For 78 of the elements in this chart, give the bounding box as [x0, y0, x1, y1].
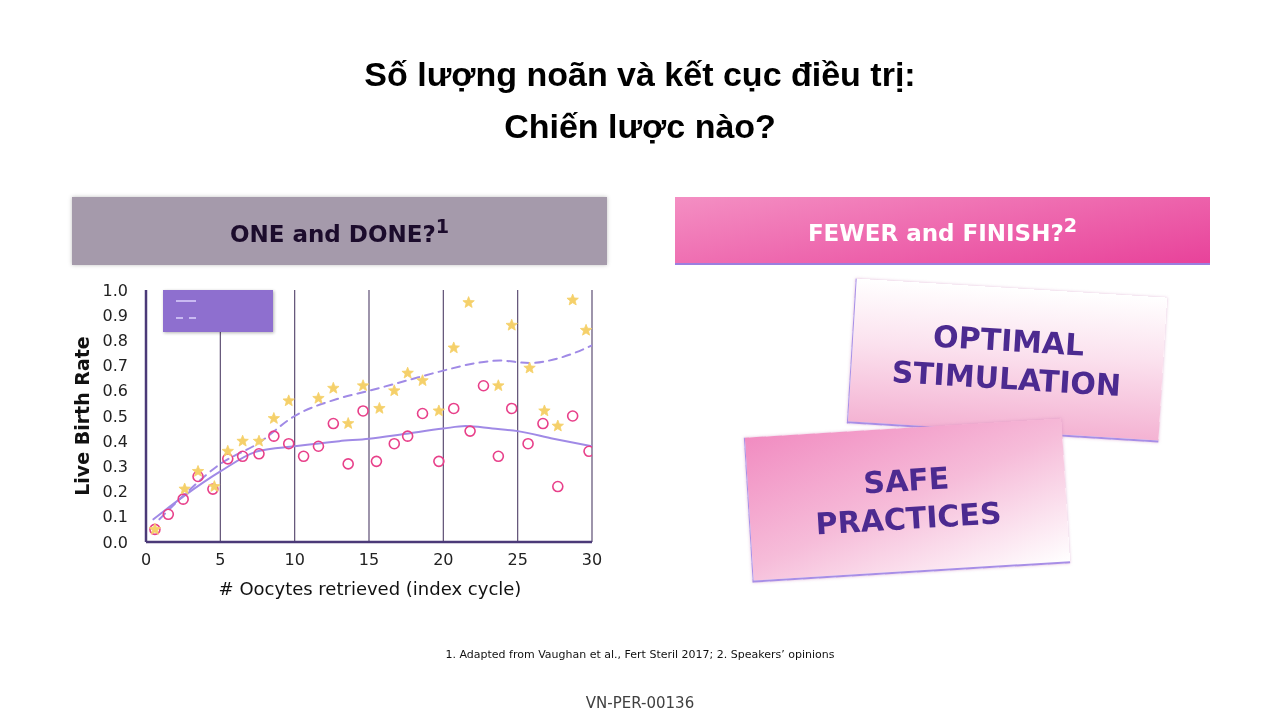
point — [268, 430, 280, 442]
point — [492, 379, 505, 392]
point — [221, 444, 234, 457]
y-tick-label: 0.8 — [102, 331, 128, 351]
text: 1. Adapted from Vaughan et al., Fert Steril 2017; 2. Speakers’ opinions — [444, 648, 836, 661]
y-tick-label: 1.0 — [102, 280, 128, 300]
point — [477, 379, 490, 392]
y-tick-label: 0.5 — [102, 406, 128, 426]
point — [416, 374, 429, 386]
point — [312, 391, 325, 404]
y-axis-title: Live Birth Rate — [70, 335, 94, 498]
point — [327, 381, 340, 394]
point — [236, 434, 249, 447]
point — [282, 437, 295, 450]
x-tick-label: 15 — [358, 550, 380, 570]
point — [388, 437, 401, 450]
chart-title: Số lượng noãn và kết cục điều trị: Chiến lược nào? — [363, 54, 917, 147]
x-tick-label: 30 — [581, 550, 603, 570]
point — [447, 341, 460, 354]
point — [177, 493, 189, 505]
point — [579, 323, 592, 336]
point — [433, 455, 445, 468]
point — [552, 480, 564, 493]
x-axis-title: # Oocytes retrieved (index cycle) — [217, 578, 523, 599]
point — [327, 417, 340, 430]
point — [523, 361, 536, 374]
text: SAFE PRACTICES — [813, 458, 1004, 544]
point — [356, 379, 370, 392]
text: OPTIMAL STIMULATION — [889, 317, 1124, 405]
point — [297, 450, 310, 463]
point — [505, 318, 518, 331]
point — [537, 417, 549, 430]
x-tick-label: 20 — [433, 550, 454, 570]
text: VN-PER-00136 — [584, 694, 696, 712]
y-tick-label: 0.9 — [102, 305, 128, 325]
x-tick-label: 5 — [215, 550, 226, 570]
y-tick-label: 0.6 — [102, 381, 128, 401]
point — [252, 434, 266, 447]
point — [401, 366, 414, 379]
point — [312, 440, 325, 453]
point — [566, 410, 579, 422]
point — [566, 293, 579, 306]
point — [370, 455, 383, 468]
point — [388, 384, 401, 397]
point — [373, 402, 386, 414]
point — [267, 412, 280, 424]
y-tick-label: 0.1 — [102, 507, 128, 527]
point — [432, 404, 445, 417]
point — [464, 425, 476, 437]
x-tick-label: 10 — [284, 550, 305, 570]
y-tick-label: 0.0 — [102, 532, 128, 552]
point — [401, 430, 414, 442]
point — [416, 407, 429, 420]
point — [282, 394, 295, 407]
text: FEWER and FINISH?$^{2}$ — [807, 214, 1078, 246]
y-tick-label: 0.2 — [102, 482, 128, 502]
point — [357, 405, 369, 417]
point — [178, 482, 191, 495]
point — [191, 465, 205, 477]
x-tick-label: 0 — [140, 550, 152, 570]
chart-subtitle: ONE and DONE?$^{1}$ — [229, 215, 450, 247]
point — [342, 417, 355, 429]
y-tick-label: 0.4 — [102, 431, 128, 451]
point — [462, 296, 475, 308]
point — [236, 450, 249, 463]
point — [538, 404, 551, 417]
y-tick-label: 0.3 — [102, 457, 128, 477]
point — [253, 448, 265, 460]
point — [522, 437, 534, 450]
point — [162, 508, 175, 521]
point — [221, 453, 234, 465]
point — [447, 402, 460, 415]
x-tick-label: 25 — [507, 550, 528, 570]
y-tick-label: 0.7 — [102, 356, 128, 376]
point — [492, 450, 505, 463]
point — [505, 402, 518, 415]
point — [342, 458, 354, 470]
point — [551, 419, 564, 432]
